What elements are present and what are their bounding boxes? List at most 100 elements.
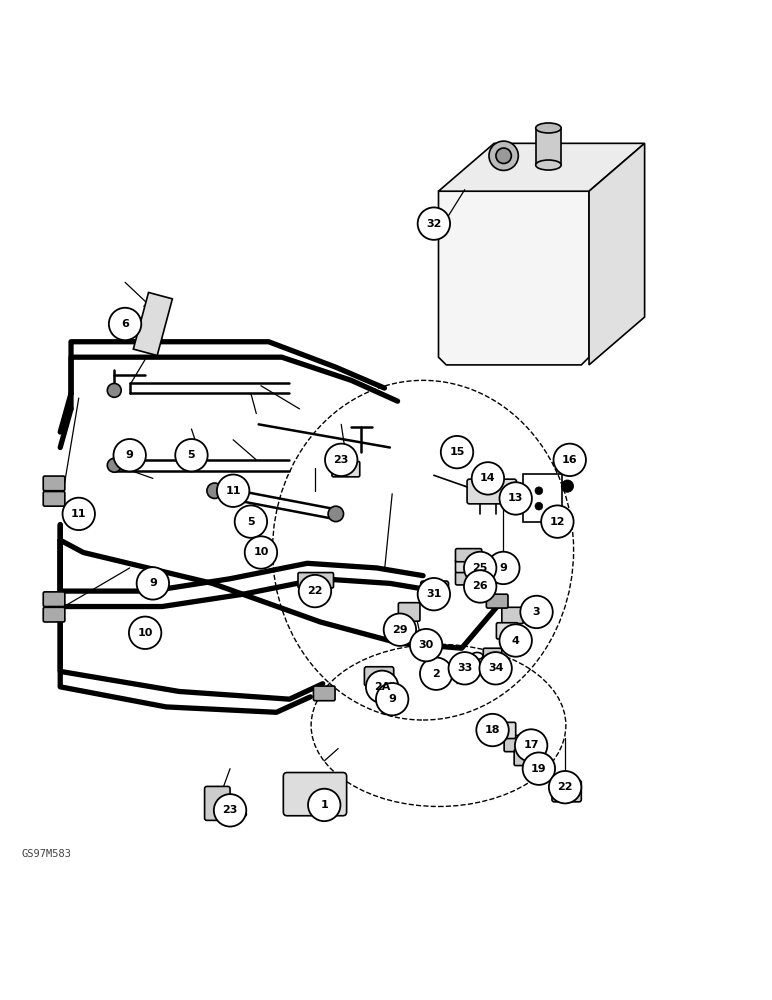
Polygon shape [438,191,589,365]
Ellipse shape [536,123,561,133]
Text: 12: 12 [550,517,565,527]
Circle shape [535,502,543,510]
Circle shape [449,652,481,685]
FancyBboxPatch shape [283,773,347,816]
Circle shape [523,752,555,785]
Text: 34: 34 [488,663,503,673]
Circle shape [107,458,121,472]
Text: 22: 22 [307,586,323,596]
Text: 17: 17 [523,740,539,750]
Circle shape [549,771,581,803]
Text: 11: 11 [71,509,86,519]
Circle shape [535,487,543,495]
FancyBboxPatch shape [421,581,449,601]
Text: 23: 23 [334,455,349,465]
Circle shape [441,436,473,468]
Polygon shape [134,292,172,356]
Circle shape [499,624,532,657]
Text: 1: 1 [320,800,328,810]
FancyBboxPatch shape [364,667,394,686]
Text: 30: 30 [418,640,434,650]
FancyBboxPatch shape [455,549,482,562]
Text: 5: 5 [188,450,195,460]
Text: 5: 5 [247,517,255,527]
FancyBboxPatch shape [43,476,65,491]
Circle shape [308,789,340,821]
Text: GS97M583: GS97M583 [22,849,72,859]
Circle shape [489,141,518,170]
FancyBboxPatch shape [486,594,508,608]
Text: 15: 15 [449,447,465,457]
Circle shape [496,148,511,163]
Circle shape [476,714,509,746]
Circle shape [464,570,496,603]
Polygon shape [536,128,561,165]
Circle shape [464,552,496,584]
FancyBboxPatch shape [514,749,536,766]
Circle shape [245,536,277,569]
Circle shape [410,629,442,661]
Text: 14: 14 [480,473,496,483]
FancyBboxPatch shape [332,461,360,477]
Circle shape [472,462,504,495]
Text: 32: 32 [426,219,442,229]
Circle shape [366,671,398,703]
Ellipse shape [536,160,561,170]
Circle shape [420,657,452,690]
FancyBboxPatch shape [455,559,482,573]
Circle shape [328,506,344,522]
Text: 18: 18 [485,725,500,735]
Circle shape [561,480,574,492]
Text: 9: 9 [499,563,507,573]
Text: 9: 9 [126,450,134,460]
Text: 29: 29 [392,625,408,635]
FancyBboxPatch shape [552,780,581,802]
Text: 31: 31 [426,589,442,599]
FancyBboxPatch shape [298,573,334,588]
Circle shape [418,578,450,610]
Circle shape [63,498,95,530]
Circle shape [323,803,334,813]
Text: 10: 10 [253,547,269,557]
FancyBboxPatch shape [398,603,420,621]
Circle shape [293,803,303,813]
Text: 3: 3 [533,607,540,617]
Circle shape [520,596,553,628]
Text: 10: 10 [137,628,153,638]
Circle shape [541,505,574,538]
Polygon shape [589,143,645,365]
FancyBboxPatch shape [494,722,516,739]
FancyBboxPatch shape [483,648,502,661]
Text: 9: 9 [149,578,157,588]
Circle shape [175,439,208,471]
FancyBboxPatch shape [205,786,230,820]
Text: 19: 19 [531,764,547,774]
FancyBboxPatch shape [313,686,335,701]
Text: 25: 25 [472,563,488,573]
FancyBboxPatch shape [455,572,482,585]
Circle shape [207,483,222,498]
Circle shape [109,308,141,340]
FancyBboxPatch shape [43,592,65,607]
Circle shape [217,475,249,507]
Text: 13: 13 [508,493,523,503]
Circle shape [235,505,267,538]
Circle shape [137,567,169,600]
Circle shape [308,803,319,813]
Text: 2A: 2A [374,682,391,692]
Circle shape [214,794,246,827]
Text: 23: 23 [222,805,238,815]
Circle shape [129,617,161,649]
FancyBboxPatch shape [502,607,523,624]
Circle shape [299,575,331,607]
Circle shape [487,552,520,584]
Text: 9: 9 [388,694,396,704]
FancyBboxPatch shape [43,492,65,506]
Circle shape [418,207,450,240]
Text: 16: 16 [562,455,577,465]
Circle shape [515,729,547,762]
Text: 26: 26 [472,581,488,591]
Circle shape [325,444,357,476]
Polygon shape [438,143,645,191]
Text: 6: 6 [121,319,129,329]
